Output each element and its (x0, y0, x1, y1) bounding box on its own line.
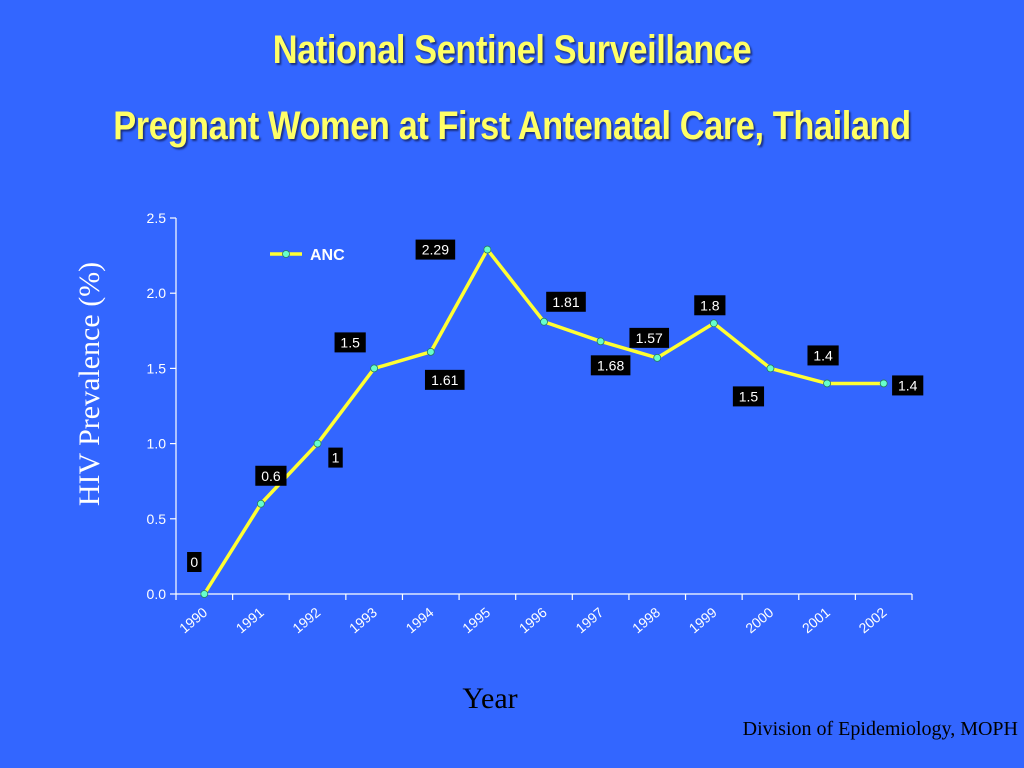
data-point (653, 353, 662, 362)
series-line-anc (202, 247, 884, 595)
data-label: 1.4 (898, 377, 918, 393)
data-label: 1.5 (739, 388, 759, 404)
data-point (483, 245, 492, 254)
data-label-box (415, 239, 456, 260)
data-point (823, 379, 831, 388)
data-point (313, 439, 322, 448)
x-tick-label: 1992 (289, 604, 323, 636)
data-label-box (334, 332, 366, 353)
data-point (540, 317, 548, 326)
data-label: 1.57 (636, 330, 663, 346)
data-label-box (694, 295, 726, 316)
y-tick-label: 1.0 (147, 436, 167, 452)
data-label-box (424, 369, 465, 390)
chart-title: National Sentinel Surveillance (272, 28, 752, 72)
y-tick-label: 2.0 (147, 285, 167, 301)
x-tick-label: 1990 (176, 604, 210, 636)
chart-subtitle: Pregnant Women at First Antenatal Care, … (113, 104, 911, 148)
x-axis-label: Year (462, 682, 518, 715)
data-label: 1.4 (813, 347, 833, 363)
data-point (879, 379, 888, 388)
y-tick-label: 0.0 (147, 586, 167, 602)
data-label-box (187, 552, 202, 572)
x-tick-label: 2000 (742, 604, 776, 636)
legend-label-anc: ANC (310, 247, 345, 264)
data-label-box (328, 447, 343, 468)
data-label-box (732, 386, 765, 407)
data-label-box (546, 291, 586, 312)
legend-marker-anc (282, 250, 290, 258)
x-tick-label: 2001 (799, 604, 833, 636)
y-tick-label: 2.5 (147, 210, 167, 226)
x-tick-label: 2002 (855, 604, 889, 636)
data-label-box (590, 355, 631, 376)
data-point (596, 337, 605, 346)
x-tick-label: 1991 (233, 604, 267, 636)
data-label: 1.8 (700, 297, 720, 313)
x-tick-label: 1994 (403, 604, 437, 636)
y-axis-label: HIV Prevalence (%) (73, 261, 106, 507)
x-tick-label: 1998 (629, 604, 663, 636)
data-label: 0.6 (261, 468, 281, 484)
data-label: 1.5 (340, 334, 360, 350)
data-label: 1.81 (552, 294, 579, 310)
data-label: 2.29 (422, 242, 449, 258)
data-label: 1.68 (597, 357, 624, 373)
x-tick-label: 1993 (346, 604, 380, 636)
x-tick-label: 1999 (686, 604, 720, 636)
data-point (766, 364, 775, 373)
data-point (257, 499, 265, 508)
x-tick-label: 1996 (516, 604, 550, 636)
footer-credit: Division of Epidemiology, MOPH (742, 718, 1018, 740)
data-point (370, 364, 379, 373)
data-label-box (807, 345, 839, 366)
x-tick-label: 1995 (459, 604, 493, 636)
data-point (426, 347, 435, 356)
data-label: 1 (332, 450, 340, 466)
y-tick-label: 1.5 (147, 360, 167, 376)
x-tick-label: 1997 (572, 604, 606, 636)
data-label-box (629, 327, 670, 348)
data-label-box (255, 465, 287, 486)
data-label-box (892, 375, 924, 396)
data-point (200, 590, 209, 598)
y-tick-label: 0.5 (147, 511, 167, 527)
data-label: 1.61 (431, 372, 458, 388)
data-point (709, 319, 718, 328)
data-label: 0 (190, 554, 198, 570)
